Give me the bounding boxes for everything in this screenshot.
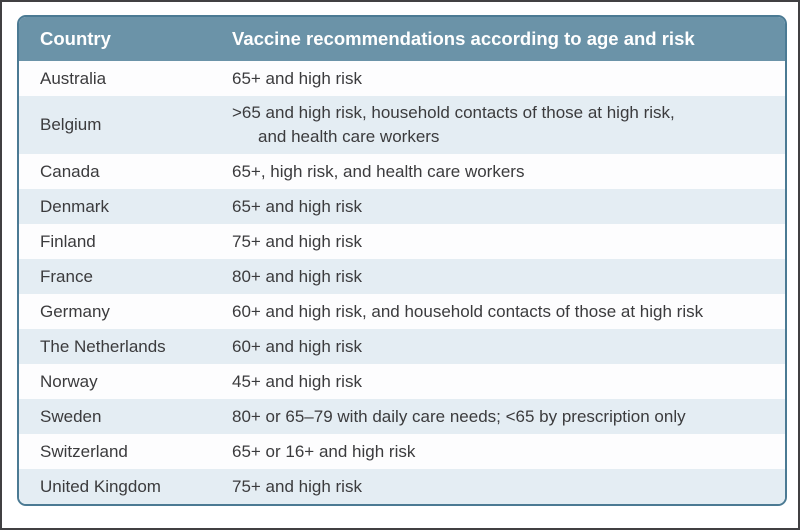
table-row-finland: Finland 75+ and high risk (19, 224, 785, 259)
recommendation-cell: 65+ and high risk (232, 196, 362, 216)
table-body: Australia 65+ and high risk Belgium >65 … (19, 61, 785, 504)
country-cell: United Kingdom (40, 476, 161, 496)
table-row-canada: Canada 65+, high risk, and health care w… (19, 154, 785, 189)
table-row-denmark: Denmark 65+ and high risk (19, 189, 785, 224)
country-cell: Norway (40, 371, 98, 391)
table-row-france: France 80+ and high risk (19, 259, 785, 294)
country-cell: Canada (40, 161, 100, 181)
country-cell: Germany (40, 301, 110, 321)
country-cell: Belgium (40, 115, 102, 134)
recommendation-cell: 60+ and high risk, and household contact… (232, 301, 704, 321)
table-row-netherlands: The Netherlands 60+ and high risk (19, 329, 785, 364)
table-header-row: Country Vaccine recommendations accordin… (19, 17, 785, 61)
recommendation-cell: 75+ and high risk (232, 231, 362, 251)
column-header-recommendations: Vaccine recommendations according to age… (232, 28, 695, 49)
recommendation-cell: 65+, high risk, and health care workers (232, 161, 525, 181)
country-cell: Switzerland (40, 441, 128, 461)
recommendation-cell: 80+ or 65–79 with daily care needs; <65 … (232, 406, 686, 426)
recommendation-cell: 75+ and high risk (232, 476, 362, 496)
table-row-norway: Norway 45+ and high risk (19, 364, 785, 399)
country-cell: Denmark (40, 196, 109, 216)
country-cell: France (40, 266, 93, 286)
recommendation-cell: 60+ and high risk (232, 336, 362, 356)
recommendation-cell: 45+ and high risk (232, 371, 362, 391)
recommendation-cell: 65+ or 16+ and high risk (232, 441, 416, 461)
recommendation-cell: >65 and high risk, household contacts of… (232, 103, 675, 146)
table-row-sweden: Sweden 80+ or 65–79 with daily care need… (19, 399, 785, 434)
recommendation-cell: 65+ and high risk (232, 68, 362, 88)
recommendation-cell: 80+ and high risk (232, 266, 362, 286)
country-cell: Finland (40, 231, 96, 251)
table-row-belgium: Belgium >65 and high risk, household con… (19, 96, 785, 154)
country-cell: Australia (40, 68, 107, 88)
table-row-switzerland: Switzerland 65+ or 16+ and high risk (19, 434, 785, 469)
column-header-country: Country (40, 28, 111, 49)
table-row-australia: Australia 65+ and high risk (19, 61, 785, 96)
vaccine-recommendations-table: Country Vaccine recommendations accordin… (17, 15, 787, 506)
country-cell: Sweden (40, 406, 102, 426)
country-cell: The Netherlands (40, 336, 166, 356)
table-row-united-kingdom: United Kingdom 75+ and high risk (19, 469, 785, 504)
table-row-germany: Germany 60+ and high risk, and household… (19, 294, 785, 329)
